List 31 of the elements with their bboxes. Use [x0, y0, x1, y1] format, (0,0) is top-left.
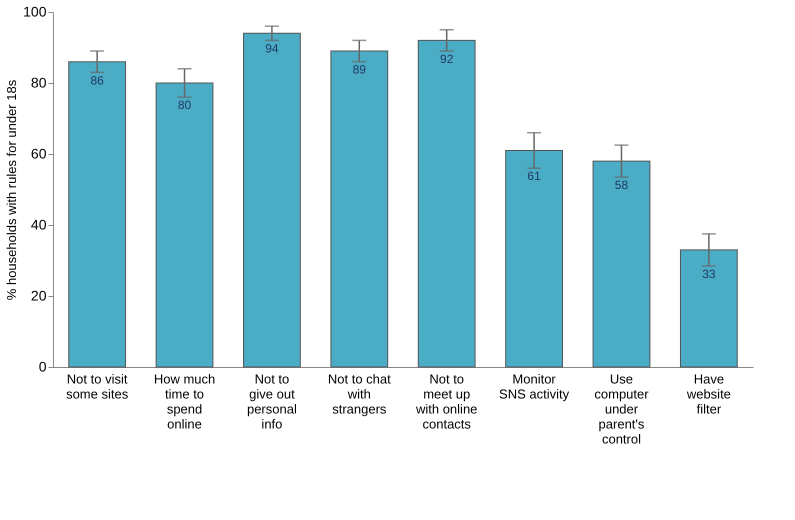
x-tick-label: How much time to spend online: [154, 372, 216, 432]
y-tick-label: 40: [30, 216, 47, 232]
y-tick-label: 0: [38, 358, 47, 374]
data-label: 86: [90, 73, 104, 88]
bar: [418, 40, 476, 368]
y-axis-title: % households with rules for under 18s: [4, 79, 20, 300]
bar: [505, 150, 563, 368]
y-tick-label: 60: [30, 146, 47, 162]
x-tick-label: Use computer under parent's control: [594, 372, 650, 446]
data-label: 94: [265, 41, 279, 56]
bar: [592, 160, 650, 368]
data-label: 58: [614, 178, 628, 192]
x-tick-label: Not to meet up with online contacts: [414, 372, 478, 432]
x-tick-label: Not to visit some sites: [66, 372, 129, 402]
bar: [330, 50, 388, 368]
y-tick-label: 20: [30, 288, 47, 304]
data-label: 89: [352, 62, 366, 77]
data-label: 92: [440, 52, 454, 66]
bar: [680, 249, 738, 368]
bar: [156, 82, 214, 368]
y-tick-label: 100: [23, 4, 47, 20]
x-tick-label: Not to chat with strangers: [328, 372, 392, 416]
data-label: 61: [527, 169, 542, 184]
x-tick-label: Not to give out personal info: [246, 372, 297, 432]
data-label: 80: [178, 98, 192, 112]
y-tick-label: 80: [30, 74, 47, 90]
bar: [243, 32, 301, 368]
data-label: 33: [702, 266, 716, 281]
bar: [68, 61, 126, 368]
x-tick-label: Monitor SNS activity: [499, 372, 570, 402]
x-tick-label: Have website filter: [686, 372, 731, 416]
